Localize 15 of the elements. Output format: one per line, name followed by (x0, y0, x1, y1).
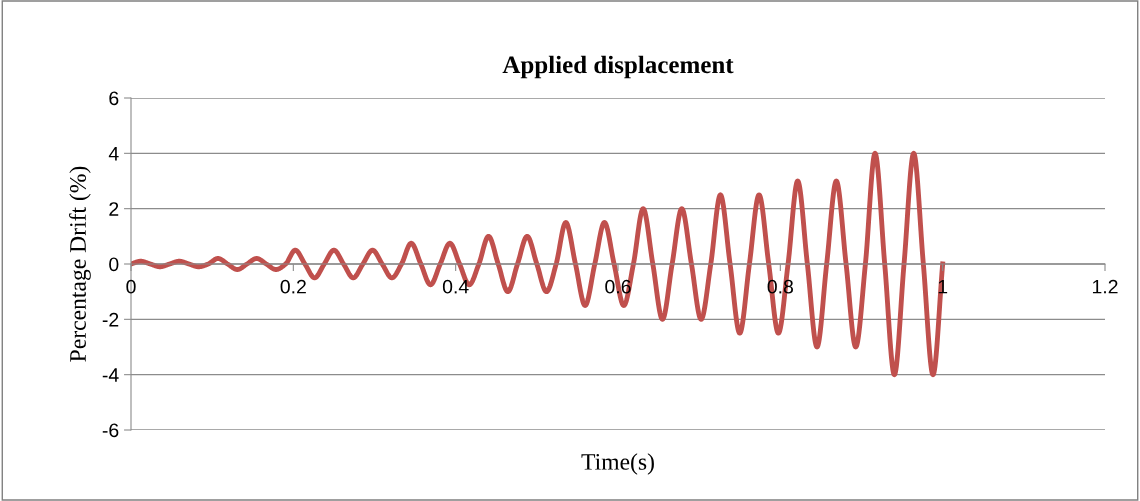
y-tick-label: 6 (109, 91, 119, 106)
y-tick-label: 2 (109, 202, 119, 216)
x-tick-label: 0 (126, 279, 136, 294)
x-tick-label: 1.2 (1092, 279, 1118, 294)
y-tick-label: 4 (108, 147, 119, 161)
x-tick-label: 0.4 (442, 279, 469, 294)
y-tick-label: -2 (102, 312, 119, 327)
y-tick-label: 0 (109, 257, 119, 272)
x-tick-label: 0.2 (280, 279, 306, 294)
y-axis-title: Percentage Drift (%) (69, 166, 91, 362)
y-tick-label: -4 (102, 368, 119, 382)
x-axis-title: Time(s) (581, 453, 654, 475)
x-tick-label: 1 (938, 279, 948, 294)
chart-title: Applied displacement (502, 55, 734, 79)
y-tick-label: -6 (102, 423, 119, 438)
